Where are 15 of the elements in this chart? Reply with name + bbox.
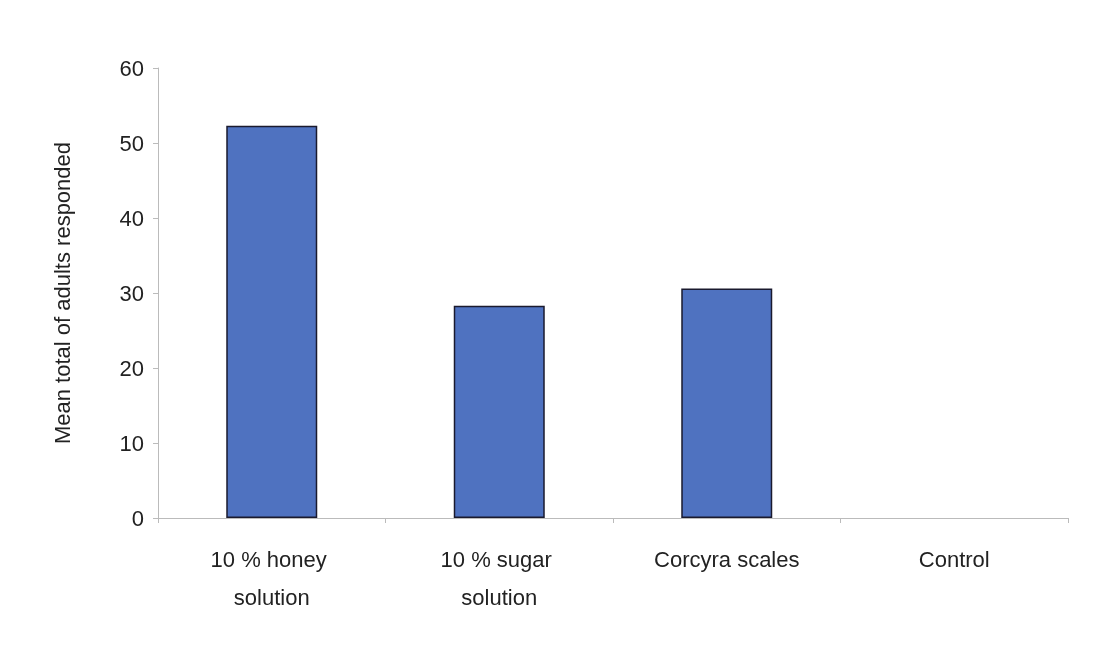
bar (226, 125, 318, 518)
y-tick-label: 60 (119, 55, 144, 81)
y-tick-label: 20 (119, 355, 144, 381)
y-tick-label: 50 (119, 130, 144, 156)
bar (453, 305, 545, 518)
y-tick-label: 30 (119, 280, 144, 306)
bar (681, 288, 773, 518)
y-tick-label: 0 (131, 505, 144, 531)
y-tick-label: 40 (119, 205, 144, 231)
x-tick-label: Control (918, 546, 990, 572)
y-axis-title: Mean total of adults responded (49, 141, 75, 445)
y-tick-label: 10 (119, 430, 144, 456)
x-tick-label: 10 % sugar solution (440, 546, 558, 610)
x-tick-label: Corcyra scales (654, 546, 800, 572)
x-tick-label: 10 % honey solution (210, 546, 333, 610)
